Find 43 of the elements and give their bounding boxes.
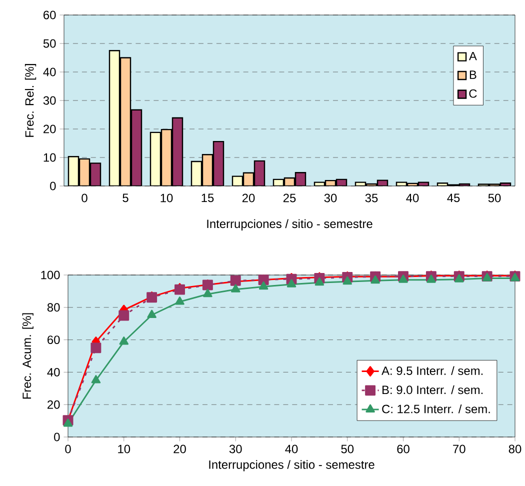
y-axis-title: Frec. Rel. [%] bbox=[24, 64, 36, 137]
y-tick-label: 10 bbox=[44, 153, 56, 162]
x-tick-label: 50 bbox=[488, 194, 501, 202]
legend-label: A: 9.5 Interr. / sem. bbox=[382, 366, 483, 375]
legend-label: C bbox=[469, 89, 477, 98]
y-tick-label: 0 bbox=[50, 182, 56, 190]
x-tick-label: 15 bbox=[202, 194, 214, 202]
y-tick-label: 40 bbox=[43, 68, 56, 76]
y-tick-label: 20 bbox=[44, 124, 56, 134]
y-tick-label: 60 bbox=[48, 336, 60, 344]
y-tick-label: 80 bbox=[47, 303, 60, 312]
x-tick-label: 10 bbox=[160, 194, 173, 202]
x-tick-label: 20 bbox=[242, 194, 255, 202]
x-tick-label: 30 bbox=[324, 194, 337, 202]
x-tick-label: 5 bbox=[122, 194, 128, 202]
y-tick-label: 50 bbox=[43, 39, 56, 48]
x-tick-label: 80 bbox=[508, 444, 522, 454]
x-tick-label: 40 bbox=[285, 444, 298, 454]
y-tick-label: 100 bbox=[41, 270, 60, 280]
x-tick-label: 40 bbox=[406, 194, 419, 202]
x-axis-title: Interrupciones / sitio - semestre bbox=[207, 219, 372, 230]
legend-label: B bbox=[470, 70, 476, 79]
x-tick-label: 50 bbox=[341, 444, 354, 454]
x-tick-label: 30 bbox=[229, 444, 242, 454]
y-tick-label: 60 bbox=[44, 10, 56, 20]
y-tick-label: 20 bbox=[48, 400, 60, 409]
x-tick-label: 35 bbox=[365, 194, 378, 202]
legend-label: C: 12.5 Interr. / sem. bbox=[382, 404, 490, 414]
x-tick-label: 20 bbox=[174, 444, 186, 454]
y-axis-title: Frec. Acum. [%] bbox=[22, 313, 34, 399]
x-tick-label: 0 bbox=[82, 194, 88, 202]
y-tick-label: 40 bbox=[47, 368, 60, 376]
y-tick-label: 0 bbox=[54, 432, 60, 442]
x-tick-label: 10 bbox=[118, 444, 130, 454]
legend-label: A bbox=[468, 52, 477, 60]
x-tick-label: 45 bbox=[447, 194, 460, 202]
y-tick-label: 30 bbox=[43, 96, 56, 105]
x-tick-label: 70 bbox=[453, 444, 466, 454]
x-axis-title: Interrupciones / sitio - semestre bbox=[209, 460, 374, 472]
x-tick-label: 0 bbox=[65, 444, 71, 454]
x-tick-label: 60 bbox=[397, 444, 410, 454]
x-tick-label: 25 bbox=[283, 194, 296, 202]
legend-label: B: 9.0 Interr. / sem. bbox=[382, 385, 483, 394]
